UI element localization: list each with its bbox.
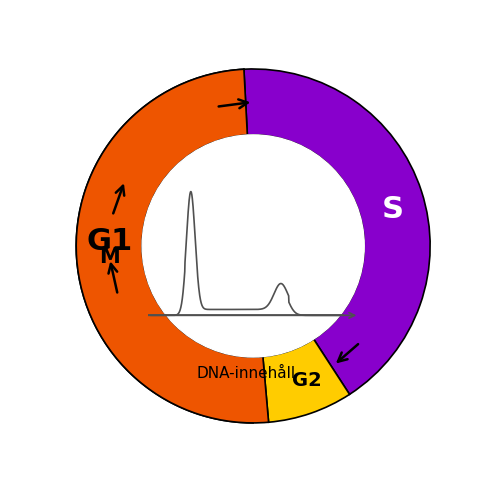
Text: G1: G1 [86, 227, 132, 256]
Wedge shape [76, 70, 269, 423]
Text: G2: G2 [292, 370, 322, 389]
Wedge shape [244, 70, 430, 395]
Text: S: S [381, 195, 403, 224]
Wedge shape [263, 340, 350, 423]
Circle shape [142, 136, 364, 357]
Text: M: M [99, 246, 120, 266]
Wedge shape [76, 70, 253, 423]
